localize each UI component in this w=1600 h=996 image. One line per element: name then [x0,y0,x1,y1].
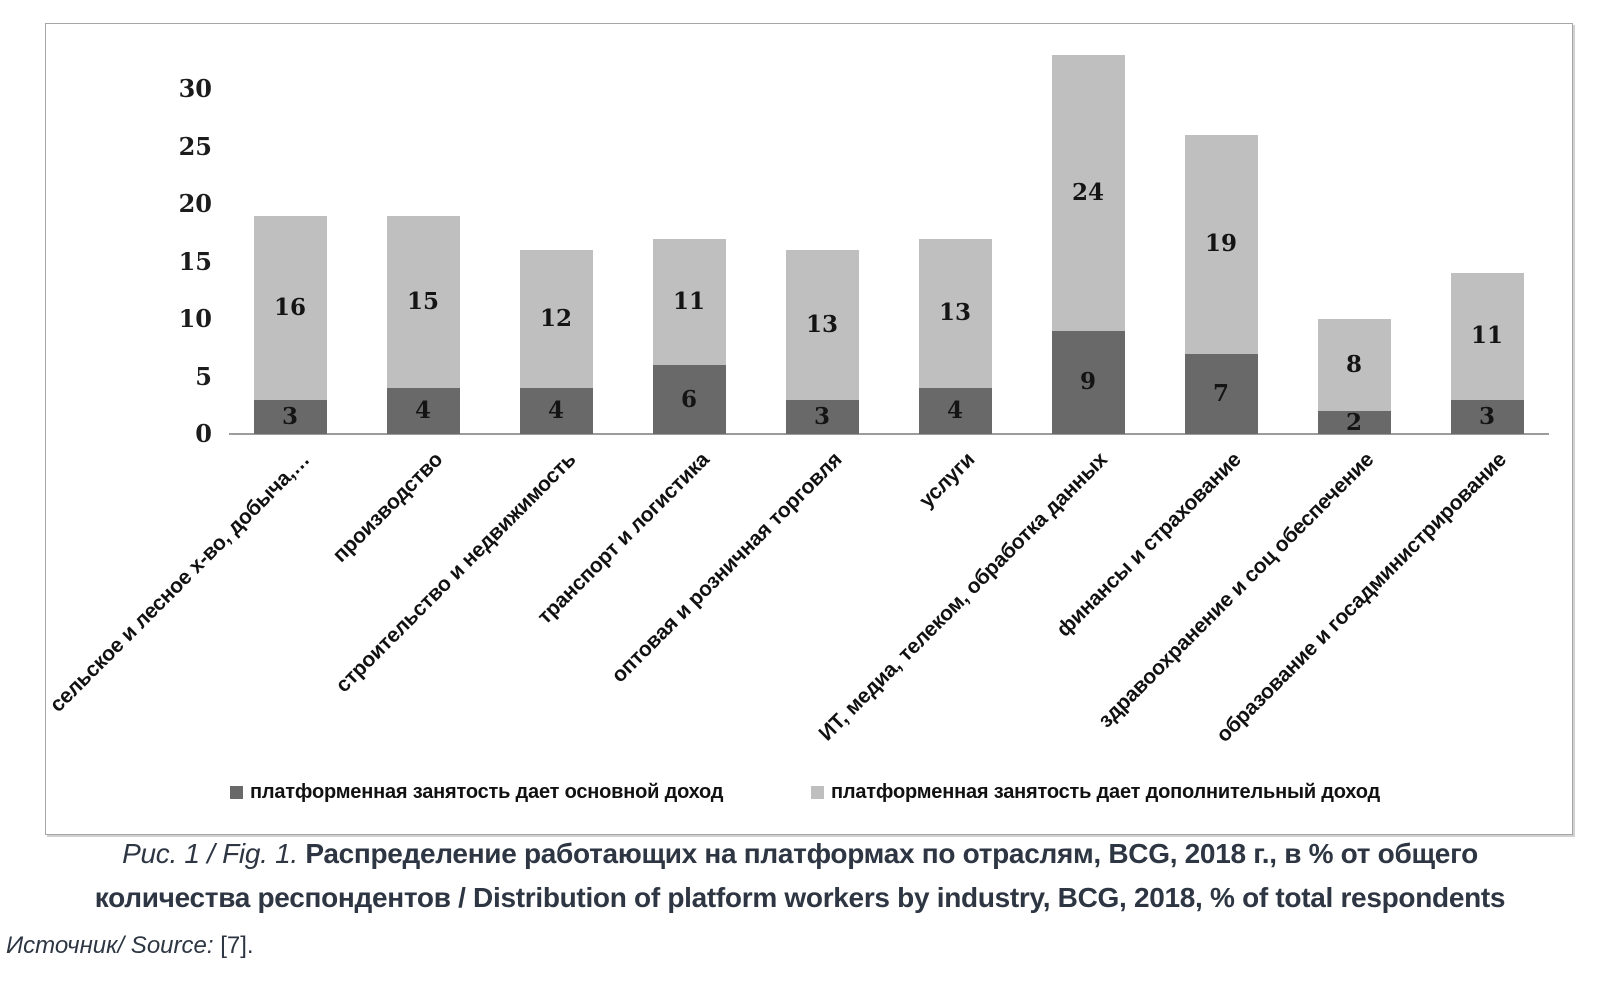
bar-segment-additional-income [1184,135,1258,354]
bar-value-additional-income: 13 [938,299,971,327]
bar-value-main-income: 9 [1079,368,1096,396]
bar-value-additional-income: 15 [406,287,439,315]
bar-segment-additional-income [918,238,992,388]
x-axis-category-text: строительство и недвижимость [331,448,581,698]
bar-value-main-income: 3 [813,402,830,430]
source-line: Источник/ Source: [7]. [6,928,254,964]
bar-segment-additional-income [253,215,327,400]
bar-segment-additional-income [519,250,593,388]
bar-value-additional-income: 11 [1470,322,1503,350]
bar-segment-main-income [918,388,992,434]
bar-value-additional-income: 8 [1345,351,1362,378]
bar-value-main-income: 6 [680,385,697,413]
figure-caption-line-2: количества респондентов / Distribution o… [0,876,1600,920]
bar-segment-main-income [652,365,726,434]
bar-segment-main-income [785,399,859,434]
figure-title-part-2: количества респондентов / Distribution o… [94,882,1506,913]
bar-segment-additional-income [652,238,726,365]
figure-number-label: Рис. 1 / Fig. 1. [122,838,298,869]
figure-title-part-1: Распределение работающих на платформах п… [305,838,1478,869]
bar-value-main-income: 4 [414,397,431,424]
bar-segment-main-income [253,399,327,434]
bar-segment-additional-income [1317,319,1391,411]
y-axis-tick-label: 10 [178,304,212,333]
bar-value-main-income: 4 [946,397,963,424]
bar-segment-main-income [386,388,460,434]
bar-value-main-income: 3 [281,402,298,430]
source-label: Источник/ Source: [6,932,214,959]
bar-segment-main-income [1450,399,1524,434]
bar-value-additional-income: 19 [1204,230,1237,258]
x-axis-category-text: услуги [914,448,980,513]
bar-segment-main-income [1184,353,1258,434]
x-axis-category-text: оптовая и розничная торговля [607,448,847,688]
bar-value-additional-income: 13 [805,310,838,338]
bar-value-additional-income: 16 [273,293,306,321]
y-axis-tick-label: 30 [178,74,212,103]
bar-value-main-income: 3 [1478,402,1495,430]
chart-figure-box: 0 5 10 15 20 25 30 3 16 сельское и лесное х-во, д… [45,23,1573,835]
x-axis-category-text: сельское и лесное х-во, добыча,… [45,448,315,717]
x-axis-category-text: производство [328,448,448,567]
bar-segment-main-income [1317,411,1391,434]
bar-value-additional-income: 11 [672,287,705,315]
bar-segment-additional-income [1051,54,1125,331]
bar-segment-additional-income [1450,273,1524,400]
x-axis-line [229,433,1549,435]
x-axis-category-text: здравоохранение и соц обеспечение [1094,448,1379,733]
plot-area: 0 5 10 15 20 25 30 3 16 сельское и лесное х-во, д… [46,24,1572,834]
bar-value-main-income: 2 [1345,408,1362,436]
figure-caption-line-1: Рис. 1 / Fig. 1. Распределение работающи… [0,832,1600,876]
bar-segment-additional-income [785,250,859,400]
bar-value-additional-income: 24 [1071,178,1104,206]
source-reference: [7]. [220,932,254,959]
bar-segment-main-income [1051,330,1125,434]
y-axis-tick-label: 15 [178,246,212,276]
y-axis-tick-label: 0 [195,419,212,448]
bar-value-additional-income: 12 [539,305,572,332]
y-axis-tick-label: 5 [195,361,212,391]
bar-segment-main-income [519,388,593,434]
x-axis-category-text: ИТ, медиа, телеком, обработка данных [814,448,1113,746]
y-axis-tick-label: 20 [178,189,212,218]
y-axis-tick-label: 25 [178,131,212,161]
bar-segment-additional-income [386,215,460,388]
bar-value-main-income: 7 [1212,379,1229,407]
bar-value-main-income: 4 [547,397,564,424]
x-axis-category-text: образование и госадминистрирование [1212,448,1512,747]
